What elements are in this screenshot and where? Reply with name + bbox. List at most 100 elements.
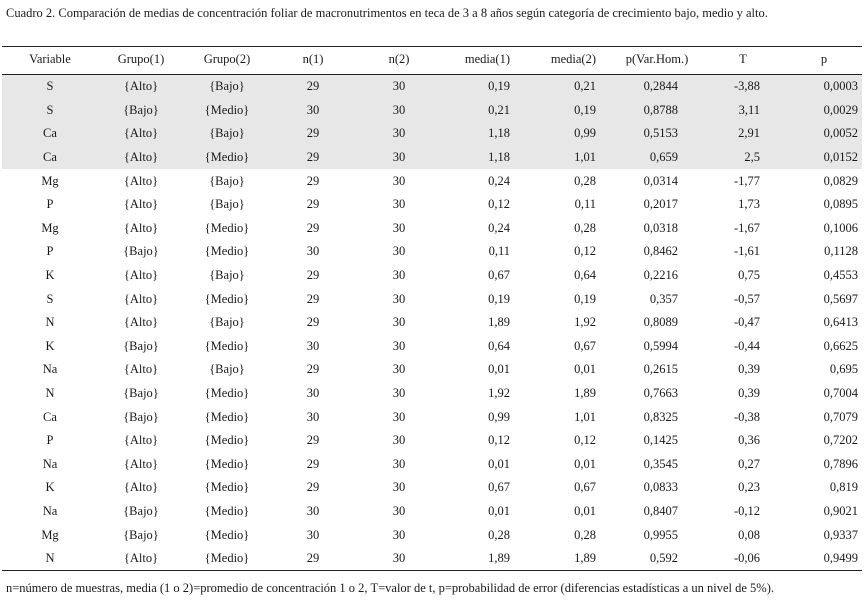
table-cell: 0,7079	[823, 409, 858, 424]
table-cell: 0,12	[488, 197, 510, 212]
table-row: N {Bajo} {Medio} 30 30 1,92 1,89 0,7663 0,39 0,70…	[2, 382, 862, 406]
table-cell: 29	[306, 456, 320, 471]
table-cell: -0,38	[733, 409, 760, 424]
table-cell: {Alto}	[98, 122, 184, 146]
table-cell: 0,28	[574, 173, 596, 188]
table-cell: -3,88	[700, 74, 786, 99]
table-cell: 0,39	[738, 386, 760, 401]
table-cell: 0,12	[488, 433, 510, 448]
results-table-container: Variable Grupo(1) Grupo(2) n(1) n(2) media(1)…	[2, 46, 862, 572]
table-cell: 0,0152	[786, 145, 862, 170]
table-row: Ca {Alto} {Medio} 29 30 1,18 1,01 0,659 2,5 0,015…	[2, 145, 862, 170]
table-row: Na {Alto} {Medio} 29 30 0,01 0,01 0,3545 0,27 0,7…	[2, 453, 862, 477]
table-cell: {Alto}	[123, 197, 159, 212]
table-cell: 30	[392, 315, 406, 330]
table-cell: 0,5697	[823, 291, 858, 306]
table-cell: 30	[356, 546, 442, 572]
table-row: Mg {Bajo} {Medio} 30 30 0,28 0,28 0,9955 0,08 0,9…	[2, 523, 862, 547]
table-cell: 30	[356, 145, 442, 170]
table-cell: Ca	[2, 145, 98, 170]
table-cell: {Medio}	[204, 433, 250, 448]
table-cell: {Alto}	[123, 362, 159, 377]
table-cell: {Medio}	[184, 546, 270, 572]
table-cell: 30	[392, 173, 406, 188]
table-cell: 0,08	[738, 527, 760, 542]
table-cell: N	[2, 546, 98, 572]
table-cell: 30	[392, 268, 406, 283]
table-cell: 0,9337	[823, 527, 858, 542]
table-cell: 29	[306, 268, 320, 283]
table-cell: {Medio}	[184, 145, 270, 170]
table-cell: -1,61	[733, 244, 760, 259]
table-cell: 30	[392, 338, 406, 353]
table-cell: Mg	[41, 527, 59, 542]
table-cell: 0,0052	[786, 122, 862, 146]
table-cell: 0,19	[528, 98, 614, 123]
table-row: P {Alto} {Medio} 29 30 0,12 0,12 0,1425 0,36 0,72…	[2, 429, 862, 453]
table-cell: 0,19	[488, 291, 510, 306]
table-cell: 30	[392, 527, 406, 542]
table-cell: 0,6413	[823, 315, 858, 330]
table-cell: 0,0003	[786, 74, 862, 99]
table-cell: 30	[392, 480, 406, 495]
table-cell: 30	[270, 98, 356, 123]
table-cell: Ca	[2, 122, 98, 146]
table-cell: 0,9021	[823, 503, 858, 518]
table-cell: K	[45, 268, 55, 283]
column-header: p(Var.Hom.)	[614, 46, 700, 75]
table-cell: 0,01	[488, 503, 510, 518]
table-cell: 3,11	[700, 98, 786, 123]
table-cell: S	[2, 74, 98, 99]
table-cell: 30	[392, 433, 406, 448]
table-cell: 0,28	[574, 220, 596, 235]
table-cell: 0,01	[574, 503, 596, 518]
table-row: S {Alto} {Bajo} 29 30 0,19 0,21 0,2844 -3,88 0,00…	[2, 74, 862, 99]
table-cell: 0,67	[574, 480, 596, 495]
table-cell: 30	[356, 74, 442, 99]
table-cell: {Bajo}	[123, 244, 159, 259]
table-cell: 0,12	[574, 244, 596, 259]
table-row: K {Bajo} {Medio} 30 30 0,64 0,67 0,5994 -0,44 0,6…	[2, 335, 862, 359]
table-cell: 0,9499	[786, 546, 862, 572]
table-cell: P	[46, 433, 54, 448]
table-cell: Ca	[43, 409, 57, 424]
table-cell: {Medio}	[204, 527, 250, 542]
table-cell: 29	[306, 220, 320, 235]
table-cell: {Alto}	[98, 74, 184, 99]
table-cell: 0,21	[528, 74, 614, 99]
table-footnote: n=número de muestras, media (1 o 2)=prom…	[6, 581, 774, 595]
table-row: S {Bajo} {Medio} 30 30 0,21 0,19 0,8788 3,11 0,00…	[2, 98, 862, 123]
column-header: Variable	[2, 46, 98, 75]
table-cell: 1,92	[574, 315, 596, 330]
table-cell: 30	[356, 122, 442, 146]
table-cell: K	[45, 480, 55, 495]
table-cell: 0,8089	[643, 315, 678, 330]
table-cell: S	[46, 291, 54, 306]
table-cell: 0,4553	[823, 268, 858, 283]
table-cell: Mg	[41, 173, 59, 188]
table-cell: {Medio}	[204, 291, 250, 306]
table-cell: {Bajo}	[123, 409, 159, 424]
table-cell: 30	[392, 220, 406, 235]
table-body: S {Alto} {Bajo} 29 30 0,19 0,21 0,2844 -3,88 0,00…	[2, 74, 862, 572]
table-cell: {Bajo}	[209, 268, 245, 283]
table-cell: {Bajo}	[123, 527, 159, 542]
table-row: Ca {Bajo} {Medio} 30 30 0,99 1,01 0,8325 -0,38 0,…	[2, 405, 862, 429]
table-cell: 1,92	[488, 386, 510, 401]
results-table: Variable Grupo(1) Grupo(2) n(1) n(2) media(1)…	[2, 46, 862, 572]
table-row: Na {Alto} {Bajo} 29 30 0,01 0,01 0,2615 0,39 0,69…	[2, 358, 862, 382]
table-cell: 29	[306, 173, 320, 188]
table-header-row: Variable Grupo(1) Grupo(2) n(1) n(2) media(1)…	[2, 46, 862, 75]
table-row: K {Alto} {Medio} 29 30 0,67 0,67 0,0833 0,23 0,81…	[2, 476, 862, 500]
table-cell: 1,18	[442, 122, 528, 146]
table-row: K {Alto} {Bajo} 29 30 0,67 0,64 0,2216 0,75 0,455…	[2, 264, 862, 288]
table-cell: 0,0833	[643, 480, 678, 495]
table-cell: -0,44	[733, 338, 760, 353]
table-cell: 0,99	[488, 409, 510, 424]
column-header: n(1)	[270, 46, 356, 75]
table-cell: 0,7202	[823, 433, 858, 448]
table-cell: 30	[392, 386, 406, 401]
table-cell: 30	[306, 386, 320, 401]
table-cell: 29	[306, 315, 320, 330]
table-cell: 29	[270, 546, 356, 572]
